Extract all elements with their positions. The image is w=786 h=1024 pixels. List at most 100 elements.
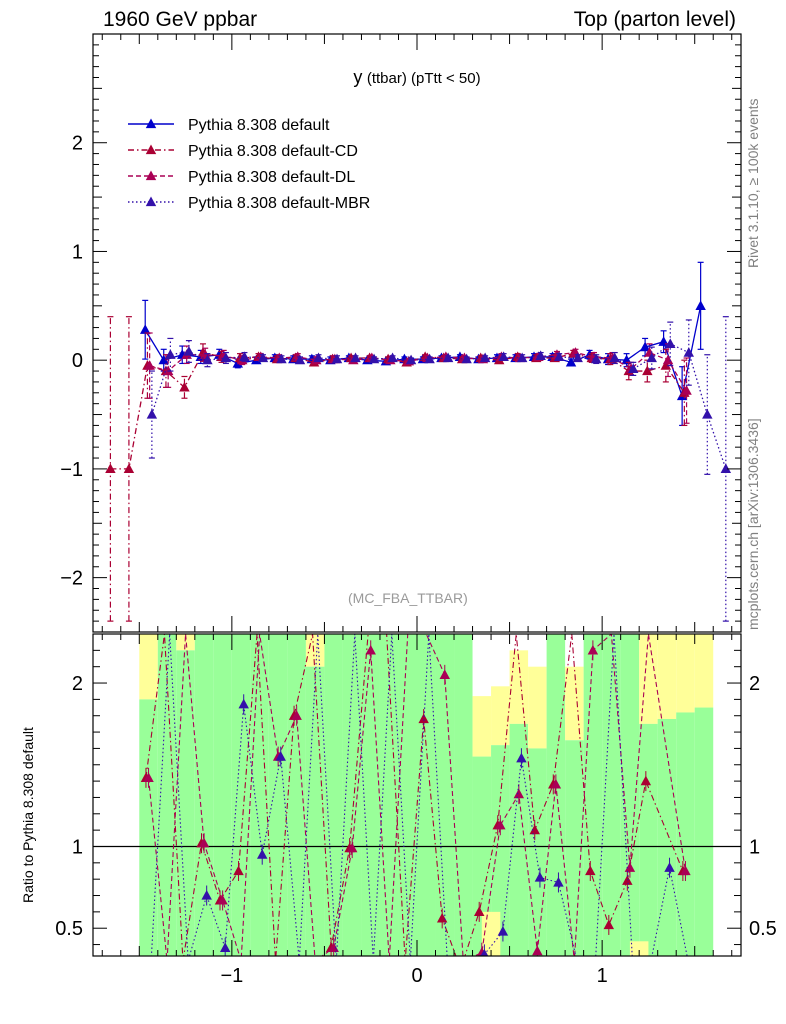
band-green (231, 634, 251, 956)
ratio-point (238, 698, 249, 709)
ratio-point (532, 945, 543, 956)
data-point (105, 463, 116, 474)
band-green (435, 634, 455, 956)
data-point (565, 356, 577, 367)
ratio-point (473, 906, 485, 916)
band-yellow (528, 666, 547, 749)
data-point (639, 341, 651, 352)
data-point (498, 351, 509, 362)
legend-label: Pythia 8.308 default-DL (188, 169, 355, 186)
band-yellow (694, 634, 714, 708)
header-left: 1960 GeV ppbar (103, 8, 258, 31)
band-yellow (472, 696, 492, 757)
ratio-point (534, 872, 546, 882)
band-green (491, 745, 510, 956)
legend-marker (145, 170, 157, 181)
data-point (424, 353, 435, 364)
ratio-point (233, 865, 244, 876)
ratio-point (497, 925, 509, 936)
band-green (694, 707, 714, 956)
plot-title-sub: (ttbar) (pTtt < 50) (366, 70, 481, 87)
ratio-point (585, 865, 596, 876)
data-point (294, 354, 306, 365)
band-green (454, 634, 473, 956)
data-point (158, 354, 169, 365)
data-point (553, 351, 565, 362)
band-yellow (629, 941, 649, 956)
ratio-point (495, 819, 506, 830)
data-point (628, 363, 639, 374)
band-green (528, 748, 547, 956)
band-green (639, 723, 658, 956)
ratio-panel-marks (93, 634, 741, 956)
ratio-point (201, 890, 212, 900)
band-yellow (565, 666, 584, 741)
band-green (509, 723, 529, 956)
band-yellow (639, 634, 658, 724)
legend-marker (145, 196, 157, 207)
band-green (546, 634, 566, 956)
ratio-point (219, 942, 231, 952)
ratio-point (439, 669, 450, 679)
series-line (144, 305, 702, 399)
data-point (331, 353, 343, 364)
data-point (662, 354, 674, 365)
ratio-point (622, 875, 633, 885)
data-point (405, 354, 417, 365)
ratio-y-tick-label-right: 2 (749, 673, 760, 695)
band-green (213, 634, 232, 956)
ratio-point (346, 842, 358, 853)
ratio-y-axis-label: Ratio to Pythia 8.308 default (20, 727, 36, 903)
ratio-point (587, 644, 599, 655)
band-green (157, 634, 177, 956)
band-green (620, 634, 640, 956)
ratio-y-tick-label-right: 1 (749, 836, 760, 858)
x-tick-label: 1 (597, 965, 608, 987)
band-green (417, 634, 436, 956)
data-point (183, 345, 195, 356)
ratio-point (365, 644, 376, 655)
legend: Pythia 8.308 default Pythia 8.308 default… (128, 117, 370, 212)
data-point (276, 353, 287, 364)
data-point (239, 351, 250, 362)
ratio-point (275, 751, 286, 761)
data-point (572, 352, 583, 363)
ratio-uncertainty-bands (139, 634, 714, 956)
legend-marker (145, 118, 157, 129)
ratio-point (553, 876, 564, 887)
band-green (565, 740, 584, 956)
data-point (350, 352, 361, 363)
header-right: Top (parton level) (573, 8, 736, 31)
data-point (609, 352, 620, 363)
ratio-point (328, 942, 339, 952)
series-line (110, 351, 685, 470)
band-green (324, 634, 343, 956)
data-point (123, 463, 135, 474)
band-yellow (176, 634, 195, 651)
data-point (702, 409, 713, 419)
legend-label: Pythia 8.308 default-CD (188, 143, 358, 160)
band-green (676, 712, 695, 956)
data-point (165, 349, 176, 359)
band-yellow (509, 650, 529, 724)
ratio-point (516, 752, 527, 763)
band-green (268, 634, 288, 956)
ratio-point (624, 862, 636, 872)
y-tick-label: 1 (72, 241, 83, 263)
y-tick-label: 0 (72, 350, 83, 372)
ratio-point (256, 849, 268, 859)
mcplots-label: mcplots.cern.ch [arXiv:1306.3436] (745, 418, 761, 630)
ratio-point (513, 788, 525, 799)
band-green (139, 699, 158, 956)
band-green (583, 634, 603, 956)
ratio-line (147, 634, 687, 956)
data-point (695, 300, 706, 310)
ratio-point (418, 713, 429, 724)
ratio-point (198, 837, 210, 848)
data-point (179, 381, 190, 392)
band-yellow (491, 686, 510, 746)
data-point (642, 365, 653, 376)
plot-title-main: y (353, 67, 363, 87)
data-point (162, 365, 174, 376)
legend-label: Pythia 8.308 default (188, 117, 330, 134)
